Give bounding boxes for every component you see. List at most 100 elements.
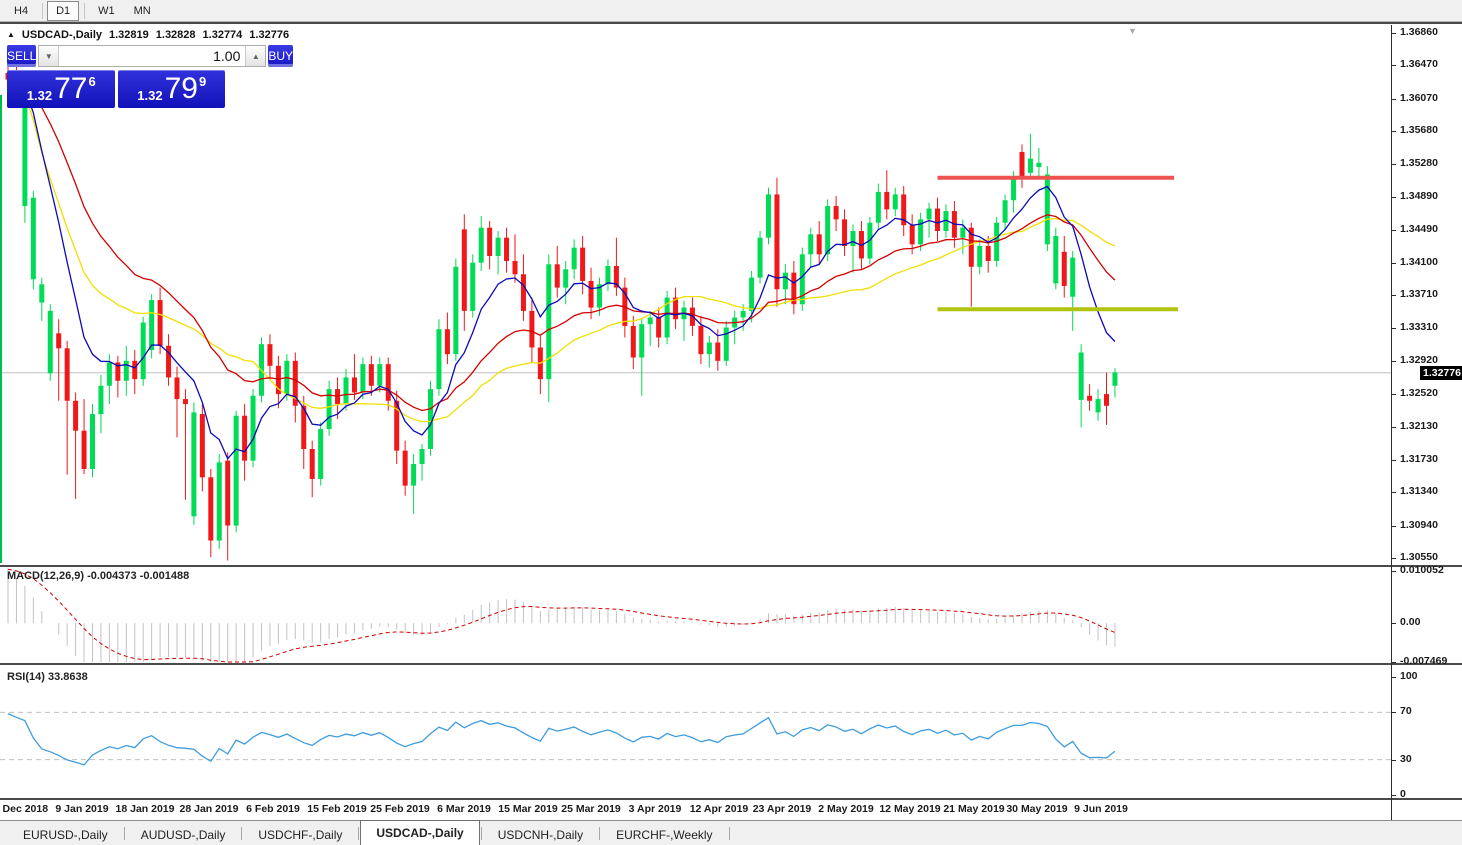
- axis-tick-label: 1.32130: [1400, 420, 1438, 432]
- axis-tick: [1392, 197, 1396, 198]
- ma-mid-red-line: [7, 78, 1116, 412]
- axis-tick: [1392, 295, 1396, 296]
- volume-decrease-icon[interactable]: ▼: [39, 46, 60, 66]
- current-price-badge: 1.32776: [1420, 366, 1462, 380]
- date-label: 18 Jan 2019: [115, 803, 175, 815]
- axis-tick-label: 1.34490: [1400, 223, 1438, 235]
- axis-tick: [1392, 526, 1396, 527]
- volume-increase-icon[interactable]: ▲: [245, 46, 266, 66]
- axis-tick-label: 1.31340: [1400, 485, 1438, 497]
- date-label: 6 Mar 2019: [437, 803, 491, 815]
- candlestick-series: [5, 52, 1118, 561]
- macd-value-main: -0.004373: [87, 570, 137, 582]
- axis-tick: [1392, 361, 1396, 362]
- date-label: 28 Jan 2019: [179, 803, 239, 815]
- timeframe-H4[interactable]: H4: [14, 4, 29, 17]
- ma-fast-blue-line: [7, 78, 1116, 460]
- axis-tick: [1392, 427, 1396, 428]
- axis-tick-label: 0.010052: [1400, 564, 1444, 576]
- tab-usdchf[interactable]: USDCHF-,Daily: [258, 827, 343, 842]
- axis-tick-label: 1.32520: [1400, 387, 1438, 399]
- date-label: 2 May 2019: [818, 803, 874, 815]
- date-label: 25 Mar 2019: [561, 803, 621, 815]
- tab-audusd[interactable]: AUDUSD-,Daily: [140, 827, 226, 842]
- date-label: 15 Mar 2019: [498, 803, 558, 815]
- one-click-trade-panel: SELL ▼ ▲ BUY 1.32 77 6 1.32 79 9: [7, 45, 294, 108]
- date-label: 21 May 2019: [943, 803, 1005, 815]
- sell-button[interactable]: SELL: [7, 45, 37, 67]
- axis-tick: [1392, 623, 1396, 624]
- volume-input[interactable]: [59, 46, 246, 66]
- chart-shift-marker-icon[interactable]: ▼: [1128, 26, 1137, 36]
- ohlc-open: 1.32819: [109, 29, 149, 41]
- axis-tick-label: 1.33710: [1400, 288, 1438, 300]
- axis-tick: [1392, 65, 1396, 66]
- buy-price-big: 79: [164, 72, 198, 105]
- axis-tick-label: 1.36470: [1400, 58, 1438, 70]
- axis-tick-label: 1.36070: [1400, 92, 1438, 104]
- macd-indicator-pane[interactable]: [0, 567, 1391, 663]
- axis-tick-label: 0: [1400, 788, 1406, 800]
- tab-separator: [241, 826, 243, 840]
- date-label: 3 Apr 2019: [628, 803, 682, 815]
- macd-value-signal: -0.001488: [139, 570, 190, 582]
- timeframe-W1[interactable]: W1: [98, 4, 115, 17]
- chart-title: USDCAD-,Daily: [21, 29, 102, 41]
- macd-histogram: [7, 568, 1116, 662]
- axis-tick: [1392, 164, 1396, 165]
- macd-label: MACD(12,26,9) -0.004373 -0.001488: [7, 570, 189, 582]
- buy-price-sup: 9: [198, 73, 207, 89]
- chart-header: ▲ USDCAD-,Daily 1.32819 1.32828 1.32774 …: [7, 29, 289, 41]
- axis-tick-label: 30: [1400, 753, 1412, 765]
- date-label: 12 Apr 2019: [689, 803, 749, 815]
- axis-tick: [1392, 33, 1396, 34]
- tab-usdcnh[interactable]: USDCNH-,Daily: [497, 827, 584, 842]
- tab-usdcad[interactable]: USDCAD-,Daily: [360, 820, 480, 845]
- buy-button[interactable]: BUY: [268, 45, 294, 67]
- axis-tick: [1392, 263, 1396, 264]
- timeframe-MN[interactable]: MN: [133, 4, 151, 17]
- window-top-border: [0, 22, 1462, 24]
- date-label: 9 Jan 2019: [55, 803, 109, 815]
- axis-tick-label: 1.30940: [1400, 519, 1438, 531]
- sell-price-small: 1.32: [26, 87, 53, 103]
- volume-spinner: ▼ ▲: [38, 45, 267, 67]
- macd-signal-line: [7, 568, 1116, 663]
- sell-price-big: 77: [54, 72, 88, 105]
- pane-separator[interactable]: [0, 663, 1462, 665]
- axis-tick: [1392, 571, 1396, 572]
- date-label: 30 May 2019: [1006, 803, 1068, 815]
- axis-tick: [1392, 677, 1396, 678]
- ohlc-low: 1.32774: [202, 29, 243, 41]
- date-label: 15 Feb 2019: [307, 803, 367, 815]
- tab-separator: [358, 826, 360, 840]
- sell-price-box[interactable]: 1.32 77 6: [7, 70, 115, 108]
- main-chart-pane[interactable]: [0, 26, 1391, 565]
- timeframe-toolbar: H4 D1 W1 MN: [0, 0, 1462, 22]
- rsi-line: [7, 713, 1116, 766]
- tab-eurchf[interactable]: EURCHF-,Weekly: [616, 827, 713, 842]
- axis-tick-label: 1.35680: [1400, 124, 1438, 136]
- ohlc-close: 1.32776: [249, 29, 290, 41]
- timeframe-D1[interactable]: D1: [47, 0, 80, 21]
- date-label: 31 Dec 2018: [0, 803, 49, 815]
- buy-price-box[interactable]: 1.32 79 9: [117, 70, 225, 108]
- tab-separator: [599, 826, 601, 840]
- pane-separator: [0, 798, 1462, 800]
- buy-price-small: 1.32: [137, 87, 163, 103]
- rsi-value: 33.8638: [47, 671, 88, 683]
- axis-tick: [1392, 760, 1396, 761]
- macd-name: MACD(12,26,9): [7, 570, 85, 582]
- axis-tick: [1392, 795, 1396, 796]
- pane-separator[interactable]: [0, 565, 1462, 567]
- rsi-label: RSI(14) 33.8638: [7, 671, 88, 683]
- axis-tick-label: 0.00: [1400, 616, 1421, 628]
- collapse-triangle-icon[interactable]: ▲: [7, 29, 15, 39]
- rsi-indicator-pane[interactable]: [0, 667, 1391, 798]
- axis-tick-label: 70: [1400, 705, 1412, 717]
- tab-eurusd[interactable]: EURUSD-,Daily: [23, 827, 108, 842]
- date-label: 6 Feb 2019: [246, 803, 300, 815]
- rsi-name: RSI(14): [7, 671, 45, 683]
- date-label: 9 Jun 2019: [1074, 803, 1128, 815]
